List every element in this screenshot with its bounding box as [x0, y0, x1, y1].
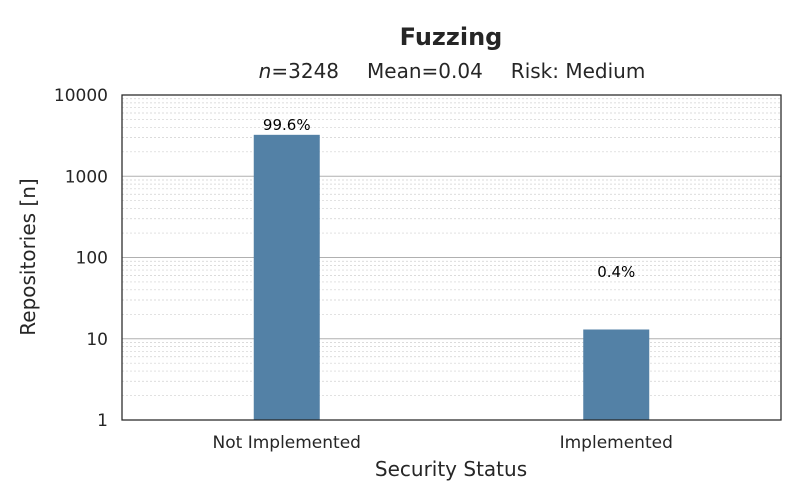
y-tick-labels: 1 10 100 1000 10000 [54, 86, 108, 431]
subtitle-mean: Mean=0.04 [367, 59, 483, 83]
subtitle-n-value: =3248 [271, 59, 339, 83]
x-axis-label: Security Status [375, 457, 527, 481]
bar-value-label: 99.6% [263, 116, 311, 134]
grid [122, 98, 781, 396]
y-tick-label: 100 [76, 249, 108, 269]
y-tick-label: 1000 [65, 167, 108, 187]
bar-not-implemented [253, 134, 320, 421]
subtitle-risk: Risk: Medium [511, 59, 646, 83]
plot-frame [121, 94, 782, 421]
bar-value-label: 0.4% [597, 263, 635, 281]
x-tick-label: Not Implemented [213, 433, 361, 453]
y-axis-label: Repositories [n] [16, 178, 40, 335]
bar-implemented [583, 329, 650, 420]
bar-labels: 99.6% 0.4% [263, 116, 635, 281]
chart-title: Fuzzing [400, 23, 503, 51]
bars [253, 134, 650, 421]
y-tick-label: 1 [97, 411, 108, 431]
chart-subtitle: n=3248 Mean=0.04 Risk: Medium [259, 59, 646, 83]
y-tick-label: 10 [86, 330, 108, 350]
subtitle-n-symbol: n [259, 59, 272, 83]
chart-title-group: Fuzzing n=3248 Mean=0.04 Risk: Medium [259, 23, 646, 83]
y-tick-label: 10000 [54, 86, 108, 106]
x-tick-labels: Not Implemented Implemented [213, 433, 673, 453]
x-tick-label: Implemented [560, 433, 673, 453]
